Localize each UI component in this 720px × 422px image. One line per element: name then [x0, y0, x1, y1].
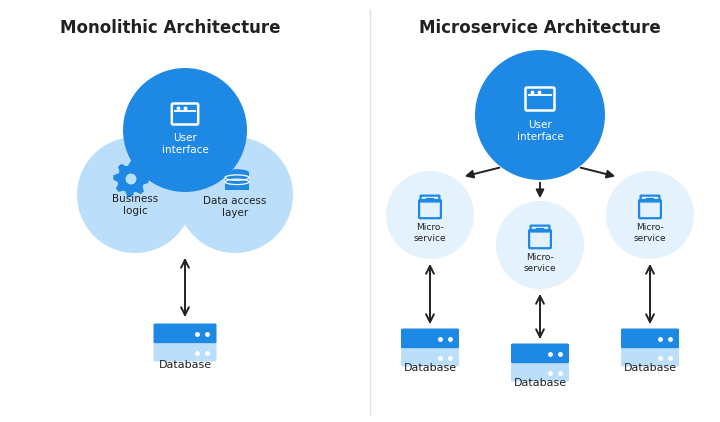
Text: Monolithic Architecture: Monolithic Architecture [60, 19, 280, 37]
Text: Database: Database [403, 363, 456, 373]
Circle shape [123, 68, 247, 192]
Text: Micro-
service: Micro- service [414, 223, 446, 243]
Circle shape [177, 137, 293, 253]
Circle shape [386, 171, 474, 259]
Text: Database: Database [513, 378, 567, 388]
Text: Micro-
service: Micro- service [634, 223, 666, 243]
Circle shape [77, 137, 193, 253]
FancyBboxPatch shape [401, 349, 459, 366]
Text: Database: Database [158, 360, 212, 370]
Polygon shape [114, 162, 148, 196]
Circle shape [125, 173, 137, 184]
Text: Business
logic: Business logic [112, 194, 158, 216]
FancyBboxPatch shape [621, 349, 679, 366]
Text: Data access
layer: Data access layer [203, 196, 266, 218]
FancyBboxPatch shape [511, 363, 569, 381]
FancyBboxPatch shape [621, 328, 679, 349]
FancyBboxPatch shape [153, 344, 217, 362]
Text: User
interface: User interface [517, 120, 563, 142]
FancyBboxPatch shape [225, 173, 249, 189]
FancyBboxPatch shape [153, 324, 217, 344]
Text: User
interface: User interface [161, 133, 208, 155]
Ellipse shape [225, 169, 249, 176]
FancyBboxPatch shape [511, 344, 569, 363]
Text: Database: Database [624, 363, 677, 373]
Circle shape [475, 50, 605, 180]
Text: Microservice Architecture: Microservice Architecture [419, 19, 661, 37]
Text: Micro-
service: Micro- service [523, 253, 557, 273]
FancyBboxPatch shape [401, 328, 459, 349]
Circle shape [606, 171, 694, 259]
Circle shape [496, 201, 584, 289]
